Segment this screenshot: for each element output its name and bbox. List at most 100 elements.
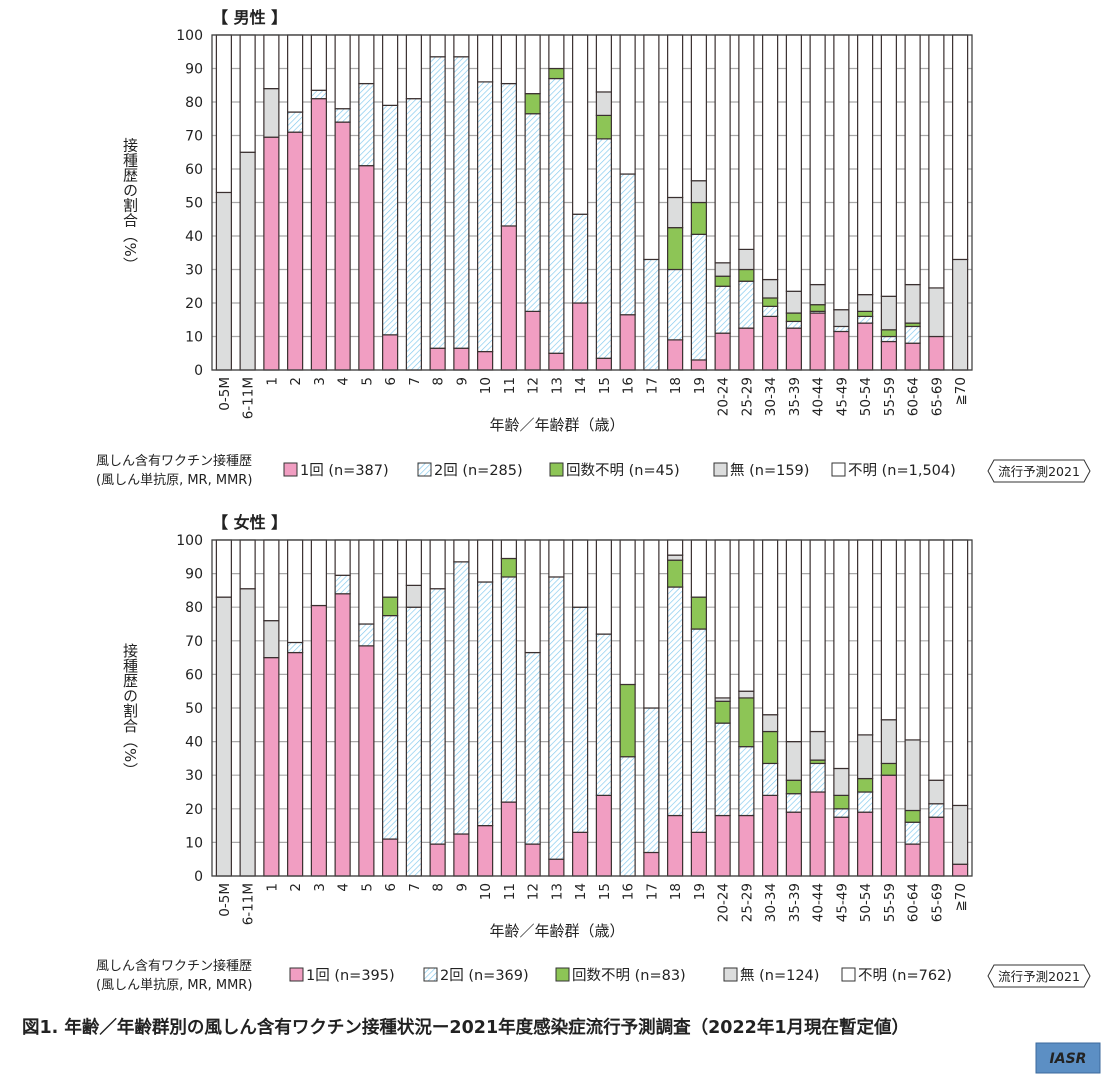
y-tick-label: 70	[185, 634, 203, 650]
x-tick-label: 1	[264, 883, 280, 892]
bar-segment-two	[619, 173, 636, 316]
bar-segment-one	[334, 593, 351, 877]
bar-segment-one	[358, 165, 375, 371]
bar-segment-unknown_status	[904, 539, 921, 741]
bar-segment-unknown	[880, 329, 897, 338]
legend-swatch-two	[417, 462, 432, 477]
bar-segment-two	[667, 268, 684, 341]
bar-segment-one	[619, 314, 636, 371]
plot-frame	[211, 539, 973, 877]
x-tick-label: 45-49	[834, 883, 850, 922]
y-tick-label: 100	[176, 533, 203, 549]
y-tick-label: 90	[185, 567, 203, 583]
x-tick-label: 55-59	[882, 377, 898, 416]
bar-segment-two	[548, 77, 565, 354]
y-tick-label: 80	[185, 95, 203, 111]
y-axis-label: 接種歴の割合（%）	[121, 138, 139, 272]
y-tick-label: 30	[185, 768, 203, 784]
bar-segment-none	[239, 151, 256, 371]
bar-segment-two	[667, 586, 684, 817]
y-tick-label: 100	[176, 28, 203, 44]
bar-segment-unknown	[762, 730, 779, 765]
bar-segment-unknown	[500, 557, 517, 578]
legend-label: 無 (n=124)	[740, 967, 819, 984]
bar-segment-two	[287, 111, 304, 133]
x-tick-label: 17	[644, 883, 660, 900]
bar-segment-unknown_status	[738, 539, 755, 692]
bar-segment-unknown_status	[572, 34, 589, 215]
bar-segment-two	[548, 576, 565, 860]
bar-segment-one	[738, 814, 755, 877]
x-tick-label: 12	[526, 377, 542, 394]
bar-segment-unknown_status	[880, 34, 897, 297]
bar-segment-two	[880, 335, 897, 343]
bar-segment-unknown_status	[809, 539, 826, 733]
x-tick-label: 3	[312, 883, 328, 892]
bar-segment-unknown	[762, 297, 779, 307]
bar-segment-one	[809, 312, 826, 371]
bar-segment-one	[690, 359, 707, 371]
bar-segment-two	[690, 233, 707, 361]
bar-segment-one	[595, 794, 612, 877]
x-tick-label: 19	[692, 883, 708, 900]
y-tick-label: 70	[185, 129, 203, 145]
bar-segment-none	[833, 309, 850, 328]
bar-segment-none	[952, 258, 969, 371]
y-tick-label: 20	[185, 802, 203, 818]
bar-segment-unknown	[809, 304, 826, 312]
bar-segment-unknown_status	[453, 539, 470, 563]
bar-segment-one	[310, 98, 327, 371]
y-tick-label: 50	[185, 196, 203, 212]
legend-tag: 流行予測2021	[998, 464, 1080, 479]
plot-frame	[211, 34, 973, 371]
bar-segment-unknown_status	[405, 539, 422, 586]
x-tick-label: 3	[312, 377, 328, 386]
bar-segment-unknown	[619, 683, 636, 758]
bar-segment-unknown_status	[690, 34, 707, 182]
bar-segment-unknown	[785, 312, 802, 323]
bar-segment-one	[785, 811, 802, 877]
bar-segment-unknown_status	[382, 34, 399, 106]
bar-segment-two	[857, 791, 874, 813]
x-tick-label: 7	[407, 377, 423, 386]
x-tick-label: 7	[407, 883, 423, 892]
bar-segment-two	[928, 803, 945, 818]
bar-segment-one	[857, 811, 874, 877]
x-tick-label: 15	[597, 377, 613, 394]
x-tick-label: 6	[383, 883, 399, 892]
x-tick-label: 45-49	[834, 377, 850, 416]
x-tick-label: 2	[288, 883, 304, 892]
x-tick-label: 40-44	[811, 883, 827, 922]
bar-segment-two	[358, 82, 375, 167]
x-tick-label: 60-64	[906, 377, 922, 416]
x-tick-label: 14	[573, 883, 589, 900]
bar-segment-one	[382, 838, 399, 877]
bar-segment-none	[595, 91, 612, 116]
bar-segment-one	[762, 315, 779, 371]
x-tick-label: 1	[264, 377, 280, 386]
legend-subtitle: (風しん単抗原, MR, MMR)	[96, 472, 252, 488]
bar-segment-unknown_status	[453, 34, 470, 58]
bar-segment-none	[880, 295, 897, 331]
bar-segment-one	[667, 814, 684, 877]
bar-segment-unknown_status	[358, 34, 375, 85]
x-tick-label: 13	[549, 377, 565, 394]
bar-segment-none	[904, 739, 921, 812]
bar-segment-one	[880, 774, 897, 877]
bar-segment-unknown	[382, 596, 399, 617]
y-tick-label: 60	[185, 162, 203, 178]
bar-segment-unknown_status	[572, 539, 589, 608]
bar-segment-one	[334, 121, 351, 371]
y-tick-label: 80	[185, 600, 203, 616]
bar-segment-unknown	[880, 762, 897, 776]
bar-segment-unknown	[690, 596, 707, 630]
y-tick-label: 50	[185, 701, 203, 717]
bar-segment-one	[453, 347, 470, 371]
bar-segment-unknown_status	[310, 34, 327, 91]
bar-segment-unknown	[714, 275, 731, 287]
bar-segment-none	[785, 740, 802, 781]
bar-segment-two	[738, 280, 755, 329]
x-tick-label: 11	[502, 883, 518, 900]
x-tick-label: 9	[454, 883, 470, 892]
legend-title: 風しん含有ワクチン接種歴	[96, 958, 252, 974]
